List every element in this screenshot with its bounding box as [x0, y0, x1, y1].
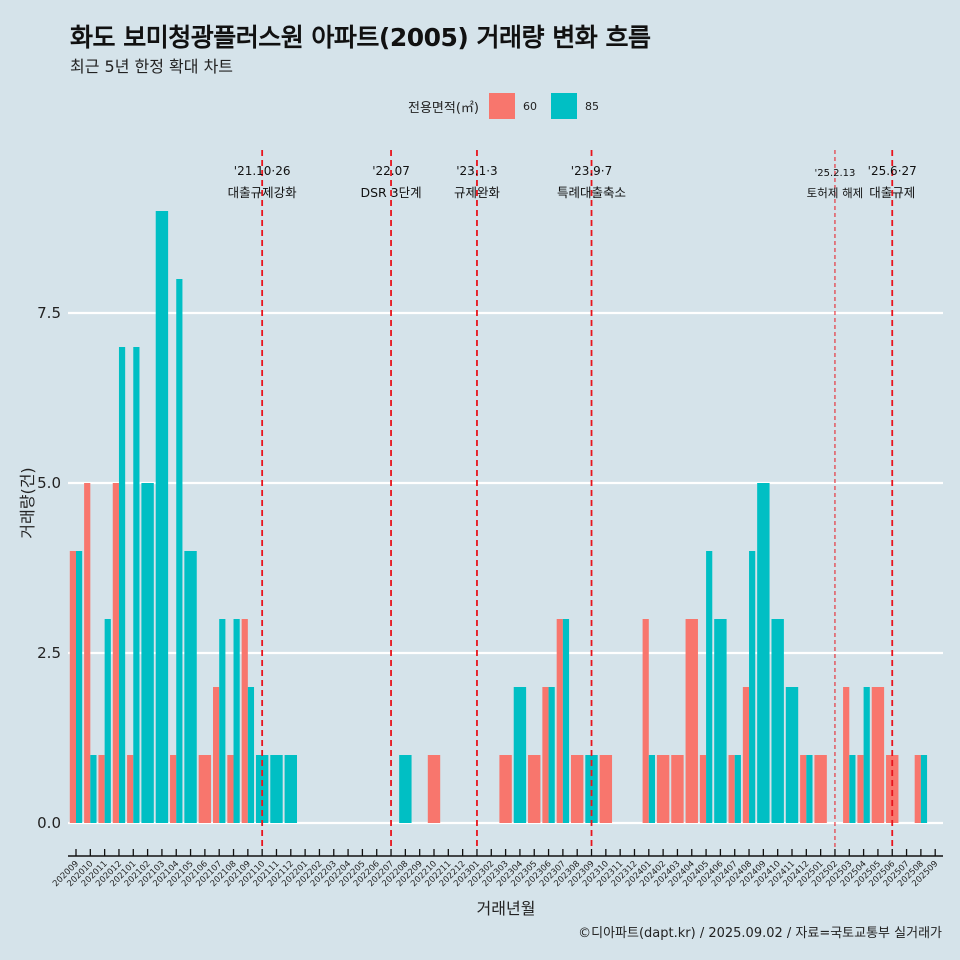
y-tick-label: 2.5	[37, 644, 61, 662]
bar-60	[528, 755, 541, 823]
bar-60	[213, 687, 220, 823]
bar-60	[814, 755, 827, 823]
source-caption: ©디아파트(dapt.kr) / 2025.09.02 / 자료=국토교통부 실…	[578, 926, 942, 941]
event-label: 대출규제	[869, 185, 915, 200]
event-label: 토허제 해제	[807, 186, 864, 200]
event-label: DSR 3단계	[360, 185, 421, 200]
bar-85	[118, 347, 126, 823]
bar-85	[585, 755, 598, 823]
bar-60	[656, 755, 670, 823]
y-tick-label: 7.5	[37, 304, 61, 322]
bar-85	[76, 551, 83, 823]
legend-title: 전용면적(㎡)	[408, 100, 479, 116]
bar-85	[155, 211, 169, 823]
bar-60	[857, 755, 864, 823]
bar-60	[198, 755, 212, 823]
bar-85	[863, 687, 870, 823]
bar-85	[548, 687, 555, 823]
legend-label-85: 85	[584, 99, 599, 113]
bar-85	[734, 755, 741, 823]
bar-60	[914, 755, 921, 823]
bar-60	[241, 619, 248, 823]
bar-85	[270, 755, 283, 823]
event-date: '22.07	[372, 164, 410, 178]
bar-60	[843, 687, 850, 823]
bar-85	[247, 687, 255, 823]
chart-title: 화도 보미청광플러스원 아파트(2005) 거래량 변화 흐름	[70, 23, 651, 52]
bar-60	[642, 619, 649, 823]
bar-85	[648, 755, 655, 823]
bar-60	[742, 687, 750, 823]
bar-85	[757, 483, 770, 823]
bar-85	[176, 279, 183, 823]
bar-85	[284, 755, 297, 823]
bar-85	[133, 347, 140, 823]
bar-60	[556, 619, 563, 823]
legend-swatch-60	[488, 93, 515, 119]
legend: 전용면적(㎡) 60 85	[408, 93, 599, 119]
bar-85	[806, 755, 813, 823]
bar-60	[871, 687, 885, 823]
bar-60	[728, 755, 735, 823]
bar-60	[127, 755, 134, 823]
legend-swatch-85	[550, 93, 577, 119]
event-date: '23.9·7	[571, 164, 612, 178]
bar-60	[69, 551, 76, 823]
bar-85	[920, 755, 928, 823]
bar-85	[513, 687, 527, 823]
bar-85	[141, 483, 154, 823]
bar-60	[671, 755, 684, 823]
chart-subtitle: 최근 5년 한정 확대 차트	[70, 57, 234, 76]
bar-60	[599, 755, 613, 823]
bar-60	[571, 755, 584, 823]
x-axis-title: 거래년월	[477, 899, 536, 918]
bar-85	[706, 551, 713, 823]
bar-85	[233, 619, 240, 823]
event-date: '21.10·26	[234, 164, 291, 178]
event-label: 규제완화	[454, 185, 501, 200]
legend-label-60: 60	[522, 99, 537, 113]
bar-85	[219, 619, 226, 823]
y-axis-title: 거래량(건)	[18, 467, 37, 538]
bar-85	[785, 687, 799, 823]
bar-85	[849, 755, 856, 823]
bar-60	[886, 755, 899, 823]
event-date: '25.6·27	[868, 164, 917, 178]
event-label: 대출규제강화	[228, 185, 298, 200]
event-label: 특례대출축소	[557, 185, 626, 200]
bar-85	[104, 619, 111, 823]
bar-60	[542, 687, 549, 823]
bar-85	[184, 551, 197, 823]
bar-60	[800, 755, 807, 823]
bar-60	[499, 755, 512, 823]
y-tick-label: 0.0	[37, 814, 61, 832]
bar-60	[112, 483, 119, 823]
event-date: '25.2.13	[814, 168, 855, 179]
bar-85	[255, 755, 269, 823]
bar-85	[399, 755, 412, 823]
bar-60	[170, 755, 177, 823]
event-date: '23.1·3	[456, 164, 497, 178]
bar-85	[90, 755, 97, 823]
bar-60	[699, 755, 707, 823]
bar-85	[714, 619, 727, 823]
bar-60	[227, 755, 234, 823]
bar-60	[98, 755, 105, 823]
bar-85	[771, 619, 784, 823]
bar-85	[562, 619, 570, 823]
bar-60	[84, 483, 91, 823]
bar-60	[685, 619, 698, 823]
bar-60	[427, 755, 441, 823]
bar-85	[749, 551, 756, 823]
y-tick-label: 5.0	[37, 474, 61, 492]
